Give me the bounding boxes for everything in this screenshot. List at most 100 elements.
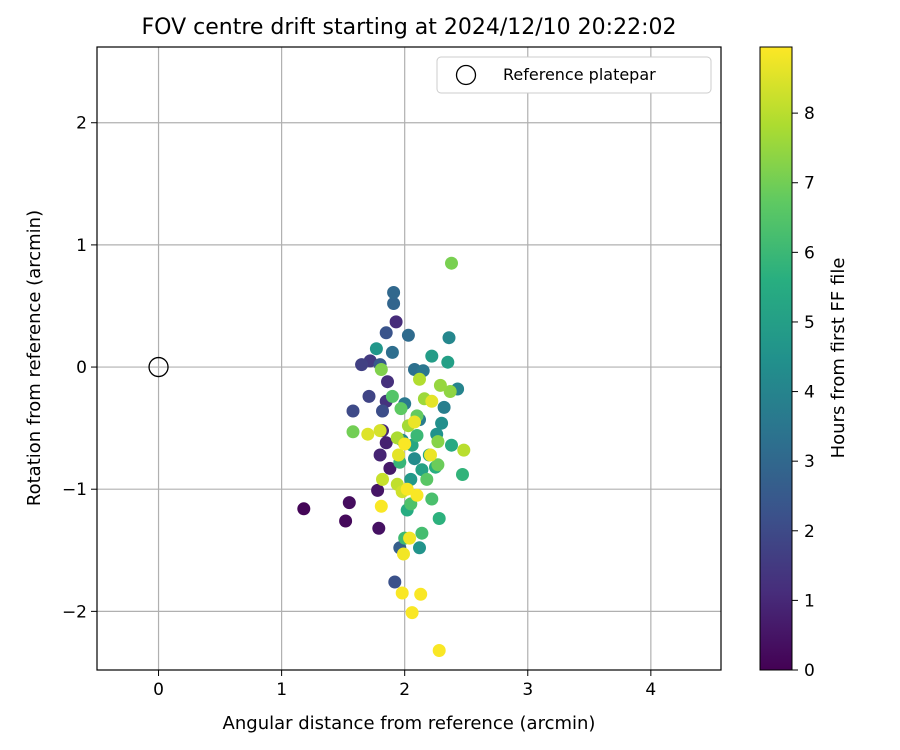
data-point	[379, 436, 393, 450]
reference-platepar-marker	[148, 356, 169, 378]
data-point	[373, 424, 387, 438]
data-point	[404, 472, 418, 486]
data-point	[381, 375, 394, 389]
data-point	[387, 297, 401, 310]
data-point	[410, 488, 424, 502]
x-tick-label: 1	[276, 680, 287, 700]
x-tick-label: 2	[399, 680, 410, 700]
data-point	[414, 587, 428, 601]
data-point	[372, 521, 386, 535]
data-point	[413, 541, 426, 555]
data-points	[297, 256, 471, 657]
legend-box	[436, 56, 712, 94]
colorbar-tick-label: 5	[804, 313, 815, 333]
data-point	[401, 328, 415, 342]
data-point	[456, 468, 469, 481]
colorbar-label: Hours from first FF file	[828, 258, 849, 459]
data-point	[297, 502, 311, 516]
data-point	[379, 326, 393, 340]
x-tick-label: 0	[153, 680, 164, 700]
colorbar-tick-label: 7	[804, 174, 815, 194]
data-point	[395, 586, 409, 600]
data-point	[385, 345, 399, 359]
data-point	[437, 400, 451, 414]
colorbar-tick-label: 1	[804, 591, 815, 611]
data-point	[431, 435, 445, 449]
colorbar-tick-label: 2	[804, 522, 815, 542]
data-point	[362, 389, 376, 403]
data-point	[420, 472, 434, 486]
y-axis-label: Rotation from reference (arcmin)	[24, 210, 45, 506]
data-point	[425, 394, 439, 408]
y-tick-label: 1	[76, 236, 87, 256]
legend-entry-reference-platepar: Reference platepar	[503, 65, 656, 84]
data-point	[346, 404, 360, 418]
y-tick-label: −2	[62, 602, 87, 622]
data-point	[398, 437, 412, 451]
data-point	[376, 404, 389, 418]
x-axis-label: Angular distance from reference (arcmin)	[223, 713, 596, 734]
colorbar-tick-label: 6	[804, 243, 815, 263]
data-point	[392, 448, 405, 462]
data-point	[387, 286, 401, 299]
data-point	[383, 461, 397, 475]
data-point	[425, 492, 439, 506]
data-point	[361, 427, 375, 441]
data-point	[415, 526, 429, 540]
colorbar-tick-label: 3	[804, 452, 815, 472]
data-point	[376, 472, 389, 486]
data-point	[408, 415, 421, 429]
data-point	[432, 644, 446, 657]
legend-reference-marker	[455, 64, 477, 86]
data-point	[385, 389, 399, 403]
data-point	[371, 483, 385, 497]
data-point	[388, 575, 402, 589]
x-tick-label: 4	[645, 680, 656, 700]
data-point	[342, 496, 356, 510]
colorbar	[759, 46, 793, 671]
data-point	[397, 547, 410, 561]
grid	[97, 47, 721, 670]
data-point	[432, 512, 446, 525]
data-point	[346, 425, 360, 439]
data-point	[373, 448, 387, 462]
data-point	[413, 372, 426, 386]
x-tick-label: 3	[522, 680, 533, 700]
data-point	[355, 358, 369, 372]
data-point	[457, 443, 471, 457]
data-point	[394, 402, 408, 416]
data-point	[410, 429, 424, 442]
y-tick-label: −1	[62, 480, 87, 500]
data-point	[443, 385, 457, 398]
reference-marker-group	[148, 356, 169, 378]
data-point	[339, 514, 353, 528]
y-tick-label: 0	[76, 358, 87, 378]
data-point	[433, 378, 447, 392]
data-point	[441, 355, 455, 369]
colorbar-tick-label: 8	[804, 104, 815, 124]
y-tick-label: 2	[76, 114, 87, 134]
data-point	[445, 438, 458, 452]
data-point	[408, 452, 421, 466]
colorbar-ticks: 0 1 2 3 4 5 6 7 8	[792, 104, 815, 681]
data-point	[445, 256, 458, 270]
x-ticks: 0 1 2 3 4	[153, 670, 656, 700]
data-point	[403, 531, 417, 545]
y-ticks: −2 −1 0 1 2	[62, 114, 97, 622]
plot-frame	[96, 46, 722, 671]
data-point	[442, 331, 456, 345]
data-point	[369, 342, 383, 356]
data-point	[431, 458, 445, 472]
data-point	[435, 416, 449, 430]
data-point	[415, 463, 429, 477]
data-point	[400, 482, 414, 496]
data-point	[424, 448, 437, 462]
data-point	[389, 315, 403, 329]
data-point	[405, 606, 419, 620]
data-point	[374, 499, 388, 513]
colorbar-tick-label: 0	[804, 661, 815, 681]
colorbar-tick-label: 4	[804, 383, 815, 403]
data-point	[425, 349, 439, 363]
chart-title: FOV centre drift starting at 2024/12/10 …	[142, 15, 677, 40]
